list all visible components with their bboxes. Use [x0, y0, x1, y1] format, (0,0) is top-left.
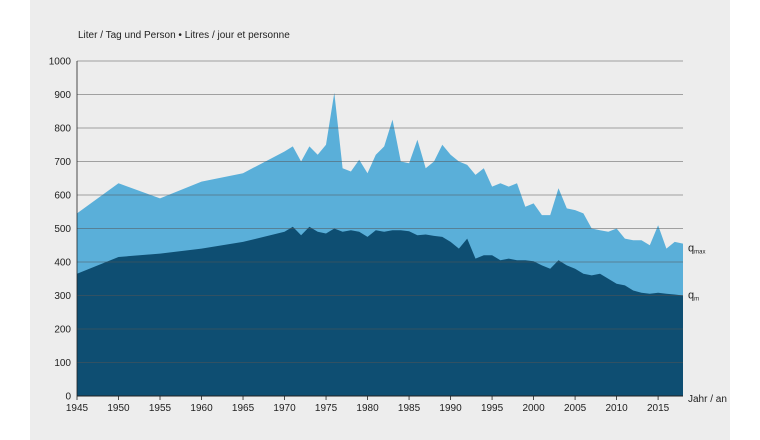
- y-tick-label: 0: [65, 392, 71, 403]
- x-tick-label: 2005: [564, 403, 587, 414]
- y-tick-label: 300: [54, 291, 71, 302]
- x-axis-label: Jahr / an: [688, 394, 727, 405]
- chart-panel: Liter / Tag und Person • Litres / jour e…: [30, 0, 730, 440]
- series-label-qmax: qmax: [688, 243, 705, 256]
- y-tick-label: 200: [54, 325, 71, 336]
- y-tick-label: 600: [54, 191, 71, 202]
- x-tick-label: 1950: [107, 403, 130, 414]
- y-tick-label: 100: [54, 358, 71, 369]
- x-tick-label: 1965: [232, 403, 255, 414]
- chart-subtitle: Liter / Tag und Person • Litres / jour e…: [78, 30, 290, 41]
- y-tick-label: 900: [54, 90, 71, 101]
- x-tick-label: 1975: [315, 403, 338, 414]
- x-tick-label: 2010: [605, 403, 628, 414]
- series-label-qm: qm: [688, 290, 699, 303]
- x-tick-label: 2000: [522, 403, 545, 414]
- x-tick-label: 1970: [273, 403, 296, 414]
- qm-area: [77, 226, 683, 396]
- y-tick-label: 500: [54, 224, 71, 235]
- x-tick-label: 1995: [481, 403, 504, 414]
- x-tick-label: 1945: [66, 403, 89, 414]
- y-tick-label: 1000: [49, 57, 72, 68]
- y-tick-label: 400: [54, 258, 71, 269]
- x-tick-label: 1960: [190, 403, 213, 414]
- y-tick-label: 800: [54, 124, 71, 135]
- x-tick-label: 1955: [149, 403, 172, 414]
- x-tick-label: 1990: [439, 403, 462, 414]
- area-chart: Liter / Tag und Person • Litres / jour e…: [49, 30, 727, 414]
- x-tick-label: 1985: [398, 403, 421, 414]
- y-tick-label: 700: [54, 157, 71, 168]
- x-tick-label: 2015: [647, 403, 670, 414]
- x-tick-label: 1980: [356, 403, 379, 414]
